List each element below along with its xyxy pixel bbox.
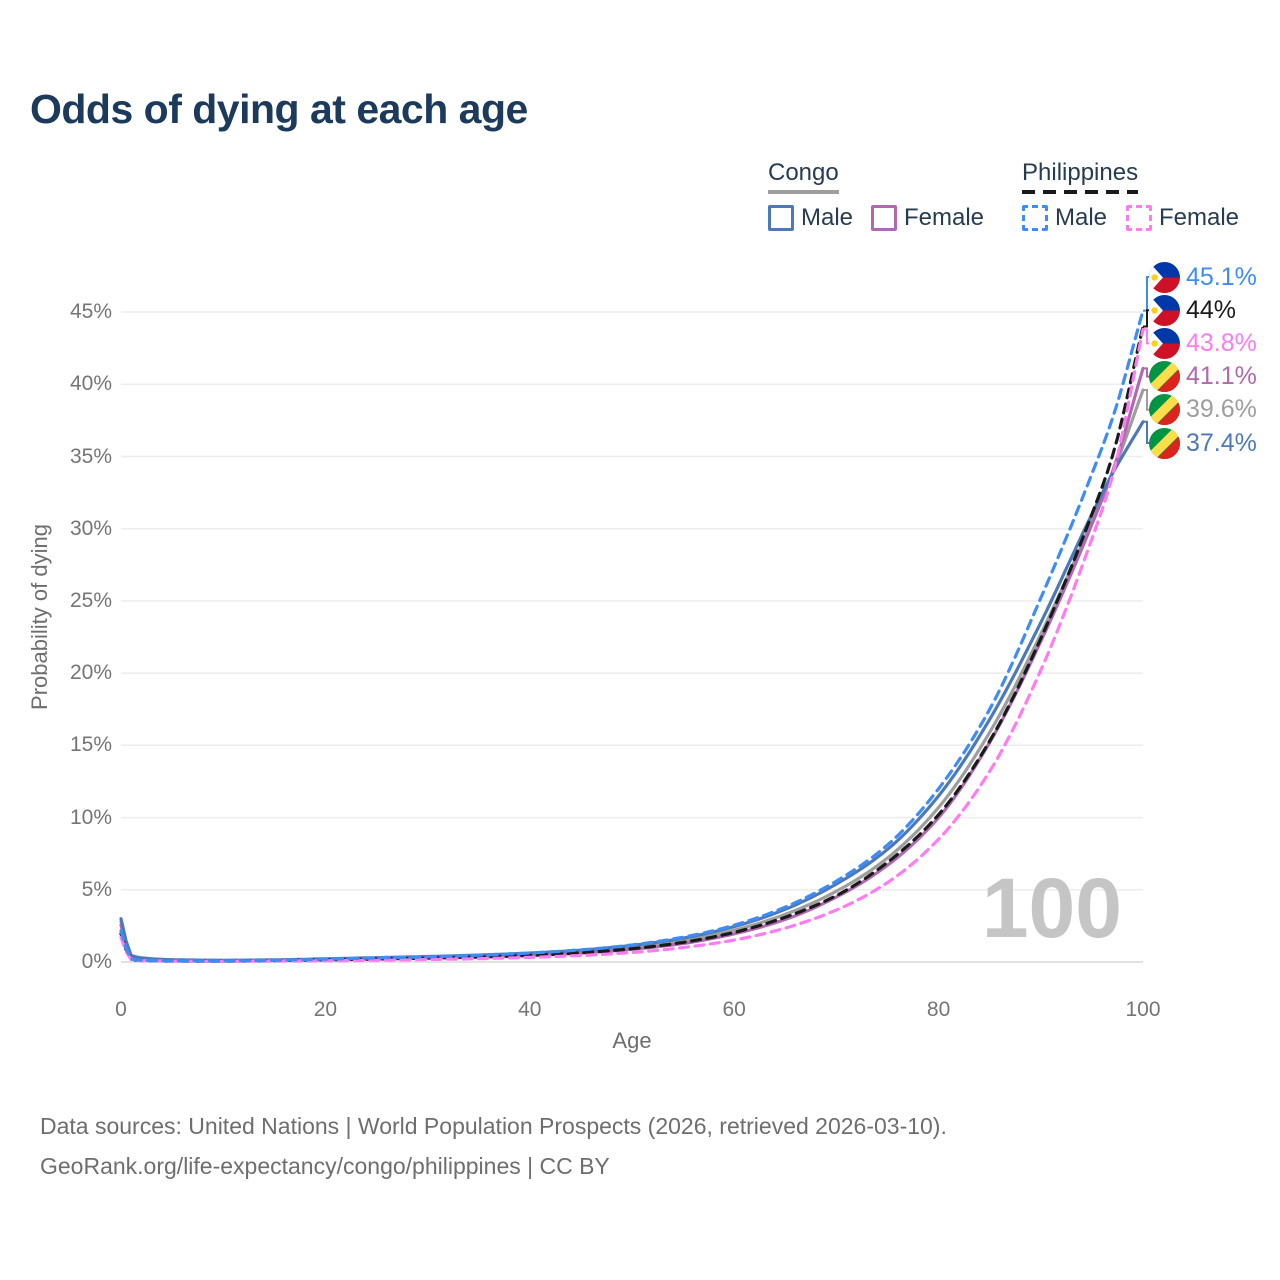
x-tick-label: 60	[722, 998, 746, 1021]
end-label-value: 43.8%	[1186, 328, 1257, 357]
philippines-flag-icon	[1149, 261, 1180, 293]
legend-group-philippines-label: Philippines	[1022, 159, 1139, 186]
end-label-value: 45.1%	[1186, 262, 1257, 291]
x-tick-label: 40	[518, 998, 542, 1021]
end-label-philippines-female: 43.8%	[1149, 327, 1257, 359]
legend-item-label: Female	[904, 204, 985, 231]
legend-item-label: Female	[1159, 204, 1240, 231]
footer-data-sources: Data sources: United Nations | World Pop…	[40, 1113, 947, 1139]
y-axis-title: Probability of dying	[27, 524, 52, 710]
y-tick-label: 45%	[69, 300, 112, 323]
y-tick-label: 5%	[81, 877, 112, 901]
y-tick-label: 40%	[69, 372, 112, 396]
congo-male-swatch-icon	[768, 205, 794, 231]
legend-group-congo-label: Congo	[768, 159, 839, 186]
legend-item-label: Male	[1055, 204, 1108, 231]
end-label-value: 39.6%	[1186, 395, 1257, 424]
end-label-value: 44%	[1186, 295, 1237, 324]
legend-item-label: Male	[801, 204, 854, 231]
congo-flag-icon	[1149, 361, 1180, 393]
congo-line-swatch-icon	[768, 190, 839, 194]
end-label-value: 41.1%	[1186, 362, 1257, 391]
legend-item-congo-female[interactable]: Female	[871, 204, 984, 232]
footer: Data sources: United Nations | World Pop…	[40, 1106, 947, 1186]
end-label-philippines-male: 45.1%	[1149, 261, 1257, 293]
philippines-male-swatch-icon	[1022, 205, 1048, 231]
y-tick-label: 30%	[69, 516, 112, 540]
philippines-female-swatch-icon	[1126, 205, 1152, 231]
legend-item-philippines-female[interactable]: Female	[1126, 204, 1239, 232]
end-label-value: 37.4%	[1186, 428, 1257, 457]
end-label-congo-female: 41.1%	[1149, 361, 1257, 393]
end-label-congo-male: 37.4%	[1149, 427, 1257, 459]
x-tick-label: 100	[1125, 998, 1161, 1021]
legend-group-congo[interactable]: Congo	[768, 160, 839, 194]
congo-flag-icon	[1149, 394, 1180, 426]
x-axis-title: Age	[612, 1028, 652, 1053]
philippines-line-swatch-icon	[1022, 190, 1139, 194]
end-label-philippines-both: 44%	[1149, 294, 1236, 326]
y-tick-label: 35%	[69, 444, 112, 468]
y-tick-label: 0%	[81, 950, 112, 973]
philippines-flag-icon	[1149, 327, 1180, 359]
congo-female-swatch-icon	[871, 205, 897, 231]
legend-group-philippines[interactable]: Philippines	[1022, 159, 1139, 194]
y-tick-label: 20%	[69, 661, 112, 685]
legend-item-philippines-male[interactable]: Male	[1022, 204, 1107, 232]
y-tick-label: 15%	[69, 733, 112, 757]
x-tick-label: 20	[313, 998, 338, 1021]
page-title: Odds of dying at each age	[30, 86, 528, 132]
y-tick-label: 25%	[69, 588, 112, 612]
congo-flag-icon	[1149, 427, 1180, 459]
legend-item-congo-male[interactable]: Male	[768, 204, 853, 232]
philippines-flag-icon	[1149, 294, 1180, 326]
x-tick-label: 80	[926, 998, 951, 1021]
footer-attribution: GeoRank.org/life-expectancy/congo/philip…	[40, 1153, 610, 1179]
age-counter-watermark: 100	[981, 861, 1122, 955]
x-tick-label: 0	[115, 998, 127, 1021]
y-tick-label: 10%	[69, 805, 112, 829]
end-label-congo-both: 39.6%	[1149, 394, 1257, 426]
